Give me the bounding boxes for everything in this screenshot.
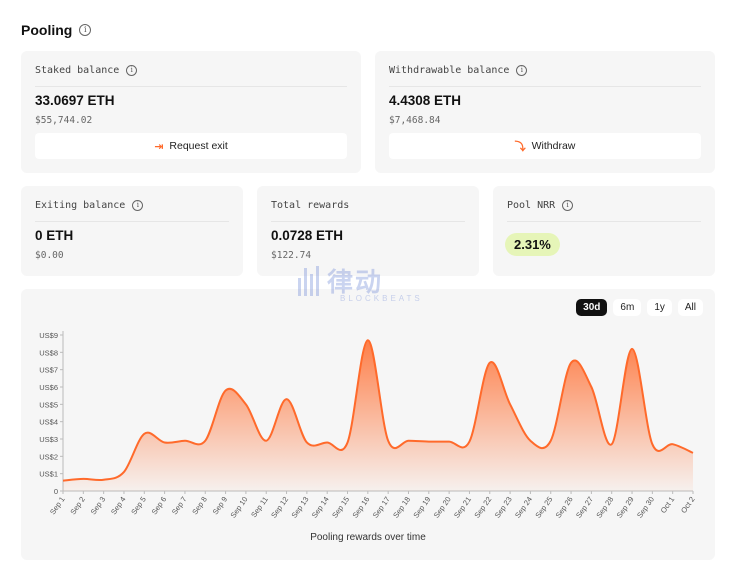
x-tick-label: Sep 21 bbox=[452, 495, 473, 520]
x-tick-label: Sep 2 bbox=[68, 495, 87, 516]
staked-balance-value: 33.0697 ETH bbox=[35, 93, 115, 108]
y-tick-label: US$6 bbox=[39, 383, 58, 392]
x-tick-label: Sep 5 bbox=[129, 495, 148, 516]
chart-x-axis-label: Pooling rewards over time bbox=[310, 532, 426, 543]
x-tick-label: Sep 6 bbox=[150, 495, 169, 516]
page-header: Pooling i bbox=[21, 22, 92, 38]
total-rewards-label: Total rewards bbox=[271, 200, 350, 211]
y-tick-label: US$5 bbox=[39, 400, 58, 409]
y-tick-label: US$9 bbox=[39, 331, 58, 340]
total-rewards-card: Total rewards 0.0728 ETH $122.74 bbox=[257, 186, 479, 276]
range-tab-1y[interactable]: 1y bbox=[647, 299, 672, 316]
x-tick-label: Sep 17 bbox=[371, 495, 392, 520]
staked-balance-card: Staked balance i 33.0697 ETH $55,744.02 … bbox=[21, 51, 361, 173]
withdraw-button[interactable]: ⤵ Withdraw bbox=[389, 133, 701, 159]
y-tick-label: US$1 bbox=[39, 470, 58, 479]
x-tick-label: Sep 26 bbox=[554, 495, 575, 520]
x-tick-label: Sep 16 bbox=[350, 495, 371, 520]
y-tick-label: US$2 bbox=[39, 452, 58, 461]
x-tick-label: Sep 28 bbox=[594, 495, 615, 520]
withdrawable-balance-value: 4.4308 ETH bbox=[389, 93, 462, 108]
x-tick-label: Sep 4 bbox=[109, 495, 128, 516]
x-tick-label: Sep 10 bbox=[229, 495, 250, 520]
exiting-balance-usd: $0.00 bbox=[35, 250, 64, 261]
x-tick-label: Sep 1 bbox=[48, 495, 67, 516]
range-tabs: 30d 6m 1y All bbox=[576, 299, 703, 316]
staked-balance-usd: $55,744.02 bbox=[35, 115, 93, 126]
withdraw-icon: ⤵ bbox=[514, 141, 526, 153]
pool-nrr-card: Pool NRR i 2.31% bbox=[493, 186, 715, 276]
request-exit-label: Request exit bbox=[169, 140, 228, 152]
y-tick-label: US$3 bbox=[39, 435, 58, 444]
info-icon[interactable]: i bbox=[79, 24, 92, 36]
x-tick-label: Sep 8 bbox=[190, 495, 209, 516]
range-tab-30d[interactable]: 30d bbox=[576, 299, 608, 316]
info-icon[interactable]: i bbox=[516, 65, 528, 76]
y-tick-label: 0 bbox=[54, 487, 58, 496]
rewards-area-fill bbox=[63, 340, 693, 491]
x-tick-label: Oct 1 bbox=[659, 495, 677, 515]
exiting-balance-value: 0 ETH bbox=[35, 228, 74, 243]
x-tick-label: Sep 12 bbox=[269, 495, 290, 520]
x-tick-label: Sep 14 bbox=[310, 495, 331, 520]
x-tick-label: Sep 7 bbox=[170, 495, 189, 516]
range-tab-6m[interactable]: 6m bbox=[613, 299, 642, 316]
exiting-balance-card: Exiting balance i 0 ETH $0.00 bbox=[21, 186, 243, 276]
x-tick-label: Sep 9 bbox=[211, 495, 230, 516]
rewards-area-chart: 0 US$1 US$2 US$3 US$4 US$5 US$6 US$7 US$8 US$9 Sep… bbox=[39, 331, 697, 520]
rewards-series-line bbox=[62, 339, 694, 482]
info-icon[interactable]: i bbox=[132, 200, 144, 211]
withdrawable-balance-usd: $7,468.84 bbox=[389, 115, 441, 126]
exiting-balance-label: Exiting balance bbox=[35, 200, 126, 211]
x-tick-label: Sep 25 bbox=[533, 495, 554, 520]
info-icon[interactable]: i bbox=[562, 200, 574, 211]
withdrawable-balance-card: Withdrawable balance i 4.4308 ETH $7,468… bbox=[375, 51, 715, 173]
pool-nrr-value: 2.31% bbox=[505, 233, 560, 256]
x-tick-label: Sep 30 bbox=[635, 495, 656, 520]
x-tick-label: Sep 22 bbox=[472, 495, 493, 520]
withdrawable-balance-label: Withdrawable balance bbox=[389, 65, 510, 76]
pool-nrr-label: Pool NRR bbox=[507, 200, 556, 211]
x-tick-label: Sep 19 bbox=[411, 495, 432, 520]
range-tab-all[interactable]: All bbox=[677, 299, 703, 316]
withdraw-label: Withdraw bbox=[531, 140, 576, 152]
page-title: Pooling bbox=[21, 22, 73, 38]
request-exit-button[interactable]: ⇥ Request exit bbox=[35, 133, 347, 159]
x-tick-label: Sep 13 bbox=[289, 495, 310, 520]
x-tick-label: Sep 18 bbox=[391, 495, 412, 520]
rewards-chart-card: 30d 6m 1y All 0 US$1 US$2 US$3 US$4 US$5 US$6 U… bbox=[21, 289, 715, 560]
x-tick-label: Sep 23 bbox=[493, 495, 514, 520]
x-tick-label: Sep 24 bbox=[513, 495, 534, 520]
exit-icon: ⇥ bbox=[154, 140, 164, 153]
y-tick-label: US$7 bbox=[39, 366, 58, 375]
y-tick-label: US$8 bbox=[39, 348, 58, 357]
x-tick-label: Oct 2 bbox=[679, 495, 697, 515]
x-tick-label: Sep 3 bbox=[89, 495, 108, 516]
staked-balance-label: Staked balance bbox=[35, 65, 120, 76]
total-rewards-usd: $122.74 bbox=[271, 250, 312, 261]
info-icon[interactable]: i bbox=[126, 65, 138, 76]
x-tick-label: Sep 29 bbox=[615, 495, 636, 520]
x-tick-label: Sep 27 bbox=[574, 495, 595, 520]
x-tick-label: Sep 11 bbox=[249, 495, 270, 519]
y-tick-label: US$4 bbox=[39, 418, 58, 427]
x-tick-label: Sep 20 bbox=[432, 495, 453, 520]
total-rewards-value: 0.0728 ETH bbox=[271, 228, 344, 243]
x-tick-label: Sep 15 bbox=[330, 495, 351, 520]
